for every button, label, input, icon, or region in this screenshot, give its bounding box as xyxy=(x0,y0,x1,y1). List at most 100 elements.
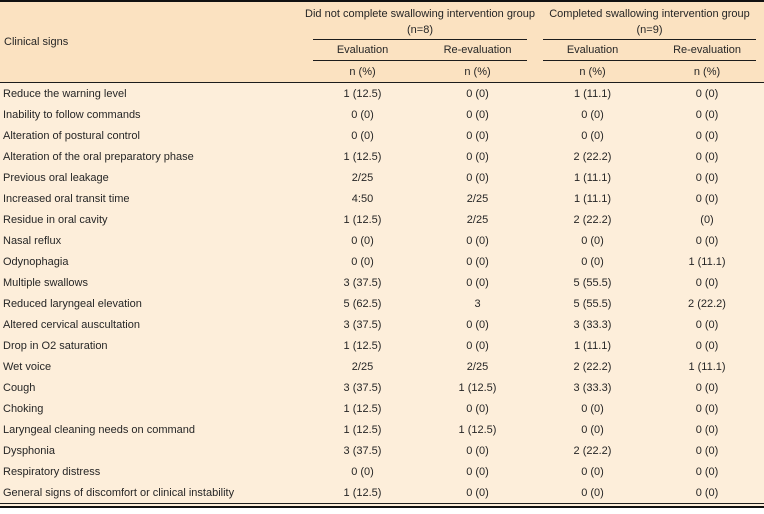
value-cell: 1 (11.1) xyxy=(573,339,612,352)
value-cell: 0 (0) xyxy=(695,339,719,352)
value-cell: 0 (0) xyxy=(466,276,489,289)
value-cell: 0 (0) xyxy=(695,381,719,394)
value-cell: 3 (37.5) xyxy=(343,381,382,394)
value-cell: 0 (0) xyxy=(581,465,604,478)
value-cell: 0 (0) xyxy=(466,171,489,184)
row-label: Reduced laryngeal elevation xyxy=(3,297,142,310)
group-2-title: Completed swallowing intervention group … xyxy=(549,8,750,36)
subheader-row: Evaluation Re-evaluation Evaluation Re-e… xyxy=(0,41,764,59)
value-cell: 2 (22.2) xyxy=(688,297,726,310)
value-cell: 0 (0) xyxy=(351,255,374,268)
value-cell: 2 (22.2) xyxy=(573,213,612,226)
group-1-title: Did not complete swallowing intervention… xyxy=(305,8,535,36)
value-cell: 0 (0) xyxy=(581,129,604,142)
value-cell: 2/25 xyxy=(466,360,489,373)
group-header-rule-row xyxy=(0,38,764,41)
value-cell: 2 (22.2) xyxy=(573,360,612,373)
value-cell: 2/25 xyxy=(466,213,489,226)
row-label: Nasal reflux xyxy=(3,234,62,247)
row-label: Alteration of postural control xyxy=(3,129,140,142)
value-cell: 1 (11.1) xyxy=(573,87,612,100)
value-cell: 1 (12.5) xyxy=(343,213,382,226)
group-2-re-evaluation-header: Re-evaluation xyxy=(673,44,741,56)
units-row: n (%) n (%) n (%) n (%) xyxy=(0,62,764,83)
value-cell: 0 (0) xyxy=(581,402,604,415)
table-row: Nasal reflux 0 (0) 0 (0) 0 (0) 0 (0) xyxy=(0,230,764,251)
value-cell: 3 (37.5) xyxy=(343,444,382,457)
value-cell: 0 (0) xyxy=(695,192,719,205)
value-cell: 0 (0) xyxy=(695,402,719,415)
table-row: Laryngeal cleaning needs on command 1 (1… xyxy=(0,419,764,440)
value-cell: 2/25 xyxy=(351,171,374,184)
table-row: Residue in oral cavity 1 (12.5) 2/25 2 (… xyxy=(0,209,764,230)
value-cell: 0 (0) xyxy=(695,171,719,184)
value-cell: 2 (22.2) xyxy=(573,444,612,457)
value-cell: 1 (12.5) xyxy=(343,150,382,163)
value-cell: 4:50 xyxy=(351,192,374,205)
value-cell: 5 (55.5) xyxy=(573,297,612,310)
row-label: Drop in O2 saturation xyxy=(3,339,108,352)
value-cell: 0 (0) xyxy=(466,318,489,331)
table-row: Increased oral transit time 4:50 2/25 1 … xyxy=(0,188,764,209)
table-row: Previous oral leakage 2/25 0 (0) 1 (11.1… xyxy=(0,167,764,188)
table-row: Odynophagia 0 (0) 0 (0) 0 (0) 1 (11.1) xyxy=(0,251,764,272)
value-cell: 0 (0) xyxy=(581,423,604,436)
value-cell: 0 (0) xyxy=(581,234,604,247)
group-1-header: Did not complete swallowing intervention… xyxy=(305,1,535,38)
value-cell: 0 (0) xyxy=(466,255,489,268)
value-cell: 0 (0) xyxy=(581,255,604,268)
table-row: Drop in O2 saturation 1 (12.5) 0 (0) 1 (… xyxy=(0,335,764,356)
value-cell: 0 (0) xyxy=(695,486,719,499)
row-label: Dysphonia xyxy=(3,444,55,457)
group-1-re-evaluation-unit: n (%) xyxy=(420,62,535,83)
group-2-rule xyxy=(543,39,757,40)
table-row: Reduced laryngeal elevation 5 (62.5) 3 5… xyxy=(0,293,764,314)
value-cell: 0 (0) xyxy=(695,423,719,436)
value-cell: 0 (0) xyxy=(466,465,489,478)
value-cell: 1 (11.1) xyxy=(573,171,612,184)
value-cell: 2/25 xyxy=(351,360,374,373)
group-1-evaluation-header: Evaluation xyxy=(336,44,389,56)
value-cell: 0 (0) xyxy=(466,108,489,121)
table-header: Clinical signs Did not complete swallowi… xyxy=(0,1,764,83)
value-cell: 0 (0) xyxy=(466,87,489,100)
group-2-header: Completed swallowing intervention group … xyxy=(535,1,764,38)
group-1-subrule xyxy=(313,60,527,61)
row-label: Cough xyxy=(3,381,36,394)
row-label: Respiratory distress xyxy=(3,465,101,478)
table-row: Choking 1 (12.5) 0 (0) 0 (0) 0 (0) xyxy=(0,398,764,419)
value-cell: 3 (33.3) xyxy=(573,381,612,394)
row-label: Inability to follow commands xyxy=(3,108,141,121)
value-cell: 0 (0) xyxy=(695,108,719,121)
value-cell: 3 xyxy=(474,297,481,310)
value-cell: 1 (11.1) xyxy=(688,360,726,373)
row-label: Choking xyxy=(3,402,44,415)
group-2-re-evaluation-unit: n (%) xyxy=(650,62,764,83)
value-cell: 0 (0) xyxy=(466,444,489,457)
table-row: Dysphonia 3 (37.5) 0 (0) 2 (22.2) 0 (0) xyxy=(0,440,764,461)
value-cell: 5 (62.5) xyxy=(343,297,382,310)
value-cell: 2/25 xyxy=(466,192,489,205)
subheader-rule-row xyxy=(0,59,764,62)
value-cell: (0) xyxy=(700,213,714,226)
value-cell: 0 (0) xyxy=(695,150,719,163)
value-cell: 0 (0) xyxy=(695,465,719,478)
value-cell: 0 (0) xyxy=(695,129,719,142)
value-cell: 0 (0) xyxy=(581,108,604,121)
row-label: Reduce the warning level xyxy=(3,87,127,100)
value-cell: 0 (0) xyxy=(466,402,489,415)
value-cell: 0 (0) xyxy=(466,339,489,352)
value-cell: 0 (0) xyxy=(581,486,604,499)
value-cell: 0 (0) xyxy=(466,486,489,499)
row-label: Previous oral leakage xyxy=(3,171,109,184)
row-label: Alteration of the oral preparatory phase xyxy=(3,150,194,163)
value-cell: 0 (0) xyxy=(695,87,719,100)
group-1-evaluation-unit: n (%) xyxy=(305,62,420,83)
value-cell: 0 (0) xyxy=(466,234,489,247)
group-2-subrule xyxy=(543,60,757,61)
group-1-rule xyxy=(313,39,527,40)
value-cell: 1 (12.5) xyxy=(343,486,382,499)
value-cell: 0 (0) xyxy=(695,234,719,247)
value-cell: 2 (22.2) xyxy=(573,150,612,163)
